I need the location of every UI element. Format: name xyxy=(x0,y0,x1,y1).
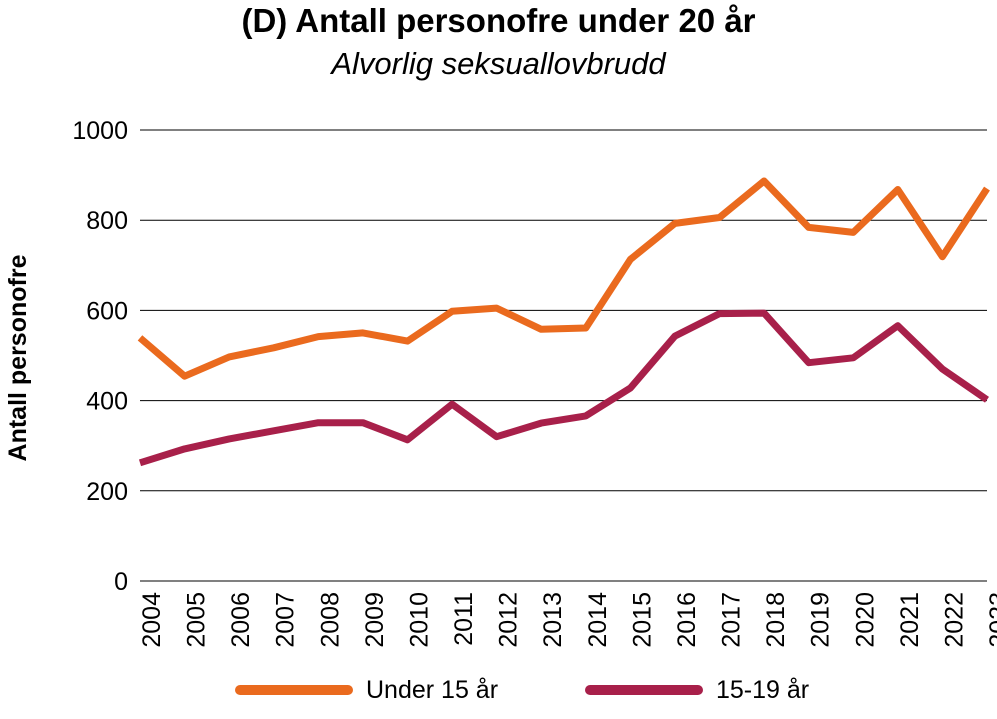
x-tick-label: 2008 xyxy=(316,592,344,648)
x-tick-label: 2023 xyxy=(985,592,997,648)
x-tick-label: 2020 xyxy=(851,592,879,648)
legend-label-0: Under 15 år xyxy=(366,676,498,704)
legend-label-1: 15-19 år xyxy=(716,676,809,704)
x-tick-label: 2013 xyxy=(539,592,567,648)
x-tick-label: 2004 xyxy=(138,592,166,648)
y-tick-label: 0 xyxy=(114,568,128,596)
x-tick-label: 2022 xyxy=(940,592,968,648)
series-line-0 xyxy=(137,177,990,380)
x-tick-label: 2015 xyxy=(628,592,656,648)
y-tick-label: 200 xyxy=(86,478,128,506)
x-tick-label: 2006 xyxy=(227,592,255,648)
x-tick-label: 2012 xyxy=(495,592,523,648)
y-tick-label: 600 xyxy=(86,297,128,325)
y-tick-label: 400 xyxy=(86,388,128,416)
y-axis-label: Antall personofre xyxy=(4,254,32,461)
chart-title: (D) Antall personofre under 20 år xyxy=(241,2,756,39)
x-tick-label: 2017 xyxy=(718,592,746,648)
x-tick-label: 2007 xyxy=(272,592,300,648)
chart-subtitle: Alvorlig seksuallovbrudd xyxy=(331,46,666,81)
x-tick-label: 2016 xyxy=(673,592,701,648)
x-tick-label: 2010 xyxy=(405,592,433,648)
x-tick-label: 2018 xyxy=(762,592,790,648)
y-tick-label: 1000 xyxy=(72,117,128,145)
x-tick-label: 2019 xyxy=(807,592,835,648)
x-tick-label: 2005 xyxy=(183,592,211,648)
y-tick-label: 800 xyxy=(86,207,128,235)
x-tick-label: 2014 xyxy=(584,592,612,648)
x-tick-label: 2011 xyxy=(450,592,478,646)
x-tick-label: 2021 xyxy=(896,592,924,648)
x-tick-label: 2009 xyxy=(361,592,389,648)
series-line-1 xyxy=(138,309,989,467)
